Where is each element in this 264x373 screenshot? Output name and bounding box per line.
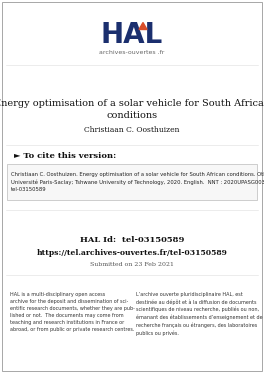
Text: https://tel.archives-ouvertes.fr/tel-03150589: https://tel.archives-ouvertes.fr/tel-031… — [36, 249, 228, 257]
Text: HAL: HAL — [101, 21, 163, 49]
Text: Energy optimisation of a solar vehicle for South African: Energy optimisation of a solar vehicle f… — [0, 98, 264, 107]
Text: ► To cite this version:: ► To cite this version: — [14, 152, 116, 160]
Polygon shape — [139, 22, 147, 29]
Text: L’archive ouverte pluridisciplinaire HAL, est
destinée au dépôt et à la diffusio: L’archive ouverte pluridisciplinaire HAL… — [136, 292, 263, 336]
Text: HAL is a multi-disciplinary open access
archive for the deposit and disseminatio: HAL is a multi-disciplinary open access … — [10, 292, 135, 332]
Text: Submitted on 23 Feb 2021: Submitted on 23 Feb 2021 — [90, 261, 174, 266]
FancyBboxPatch shape — [7, 164, 257, 200]
Text: Christiaan C. Oosthuizen: Christiaan C. Oosthuizen — [84, 126, 180, 134]
Text: Christiaan C. Oosthuizen. Energy optimisation of a solar vehicle for South Afric: Christiaan C. Oosthuizen. Energy optimis… — [11, 172, 264, 192]
Text: archives-ouvertes .fr: archives-ouvertes .fr — [99, 50, 165, 54]
Text: conditions: conditions — [106, 112, 158, 120]
Text: HAL Id:  tel-03150589: HAL Id: tel-03150589 — [80, 236, 184, 244]
